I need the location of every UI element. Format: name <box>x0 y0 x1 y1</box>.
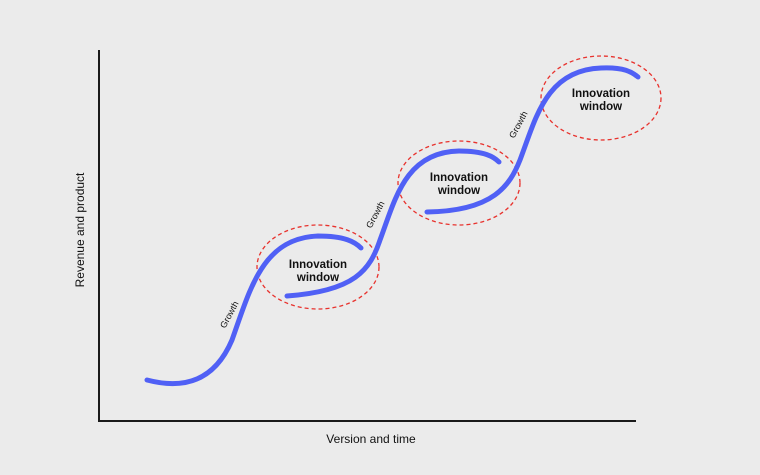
growth-label-3: Growth <box>507 109 529 139</box>
s-curve-3 <box>424 65 641 215</box>
innovation-window-label-3-line2: window <box>579 101 622 113</box>
innovation-window-ellipse-3 <box>540 55 662 141</box>
s-curve-1 <box>144 233 364 387</box>
x-axis-label: Version and time <box>326 432 416 446</box>
s-curve-2 <box>284 148 502 299</box>
innovation-window-label-1-line1: Innovation <box>289 259 347 271</box>
innovation-window-ellipse-1 <box>256 224 380 310</box>
innovation-window-label-2-line1: Innovation <box>430 172 488 184</box>
innovation-window-ellipse-2 <box>397 140 521 226</box>
innovation-window-label-1-line2: window <box>296 272 339 284</box>
innovation-window-label-3-line1: Innovation <box>572 88 630 100</box>
innovation-window-label-2-line2: window <box>437 185 480 197</box>
y-axis-label: Revenue and product <box>73 172 87 287</box>
